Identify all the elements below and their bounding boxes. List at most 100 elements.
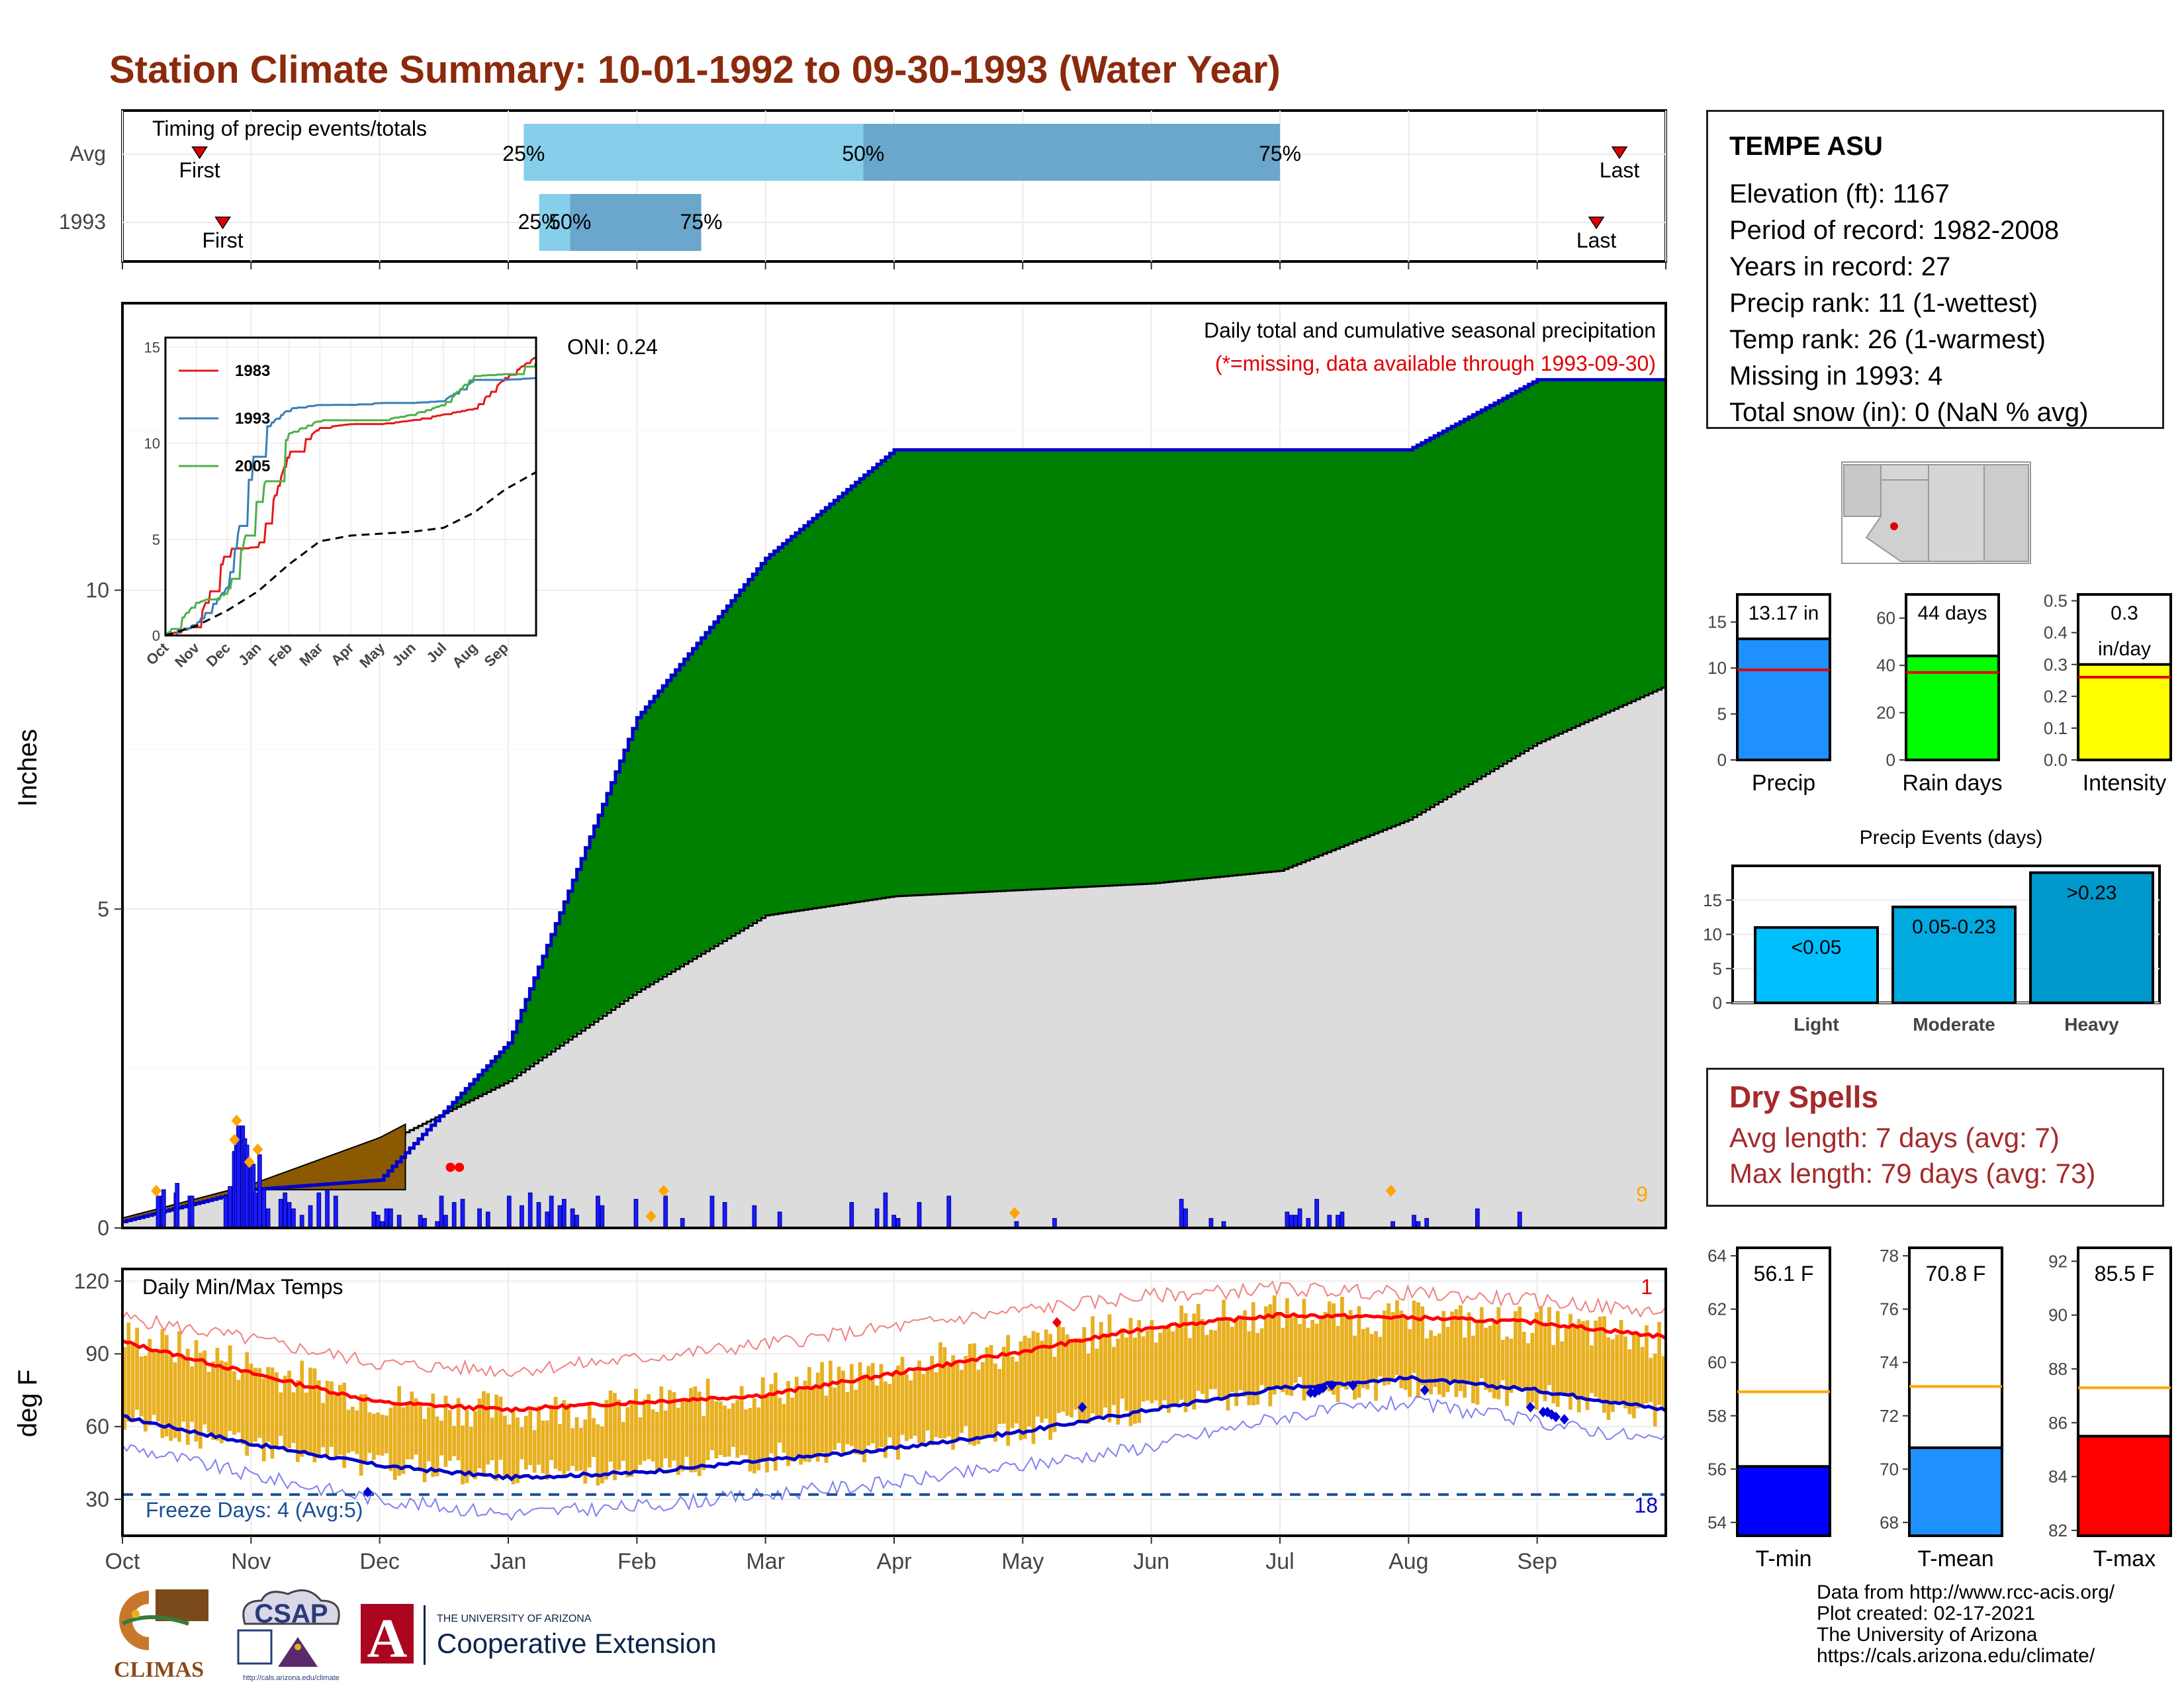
- daily-temp-range-bar: [828, 1360, 833, 1453]
- inset-legend-label: 2005: [235, 457, 270, 475]
- station-precip-rank: Precip rank: 11 (1-wettest): [1729, 289, 2038, 318]
- daily-precip-bar: [278, 1199, 283, 1229]
- summary-tick-label: 20: [1876, 703, 1895, 723]
- temp-xtick-label: Nov: [231, 1549, 271, 1574]
- oni-label: ONI: 0.24: [567, 335, 658, 359]
- station-name: TEMPE ASU: [1729, 132, 1883, 161]
- daily-precip-bar: [189, 1196, 195, 1229]
- daily-precip-bar: [527, 1192, 533, 1229]
- daily-temp-range-bar: [773, 1372, 778, 1471]
- daily-temp-range-bar: [1175, 1323, 1179, 1405]
- daily-temp-range-bar: [980, 1362, 985, 1438]
- daily-temp-range-bar: [1560, 1341, 1565, 1393]
- extreme-precip-marker: [658, 1184, 669, 1197]
- daily-temp-range-bar: [778, 1397, 782, 1443]
- timing-last-marker: [1611, 146, 1628, 160]
- daily-temp-range-bar: [325, 1380, 330, 1456]
- daily-temp-range-bar: [562, 1400, 567, 1476]
- temp-summary-tick-label: 74: [1880, 1352, 1899, 1372]
- daily-precip-bar: [265, 1208, 271, 1229]
- daily-temp-range-bar: [1154, 1342, 1158, 1401]
- daily-temp-range-bar: [811, 1385, 816, 1458]
- daily-temp-range-bar: [955, 1360, 960, 1442]
- missing-data-marker: [445, 1162, 455, 1172]
- daily-temp-range-bar: [1361, 1329, 1365, 1388]
- daily-temp-range-bar: [1023, 1335, 1027, 1439]
- daily-temp-range-bar: [833, 1387, 837, 1450]
- daily-temp-range-bar: [334, 1395, 338, 1460]
- daily-temp-range-bar: [1132, 1337, 1137, 1424]
- daily-temp-range-bar: [427, 1407, 431, 1462]
- daily-temp-range-bar: [1077, 1338, 1082, 1423]
- timing-bar-50-75: [863, 124, 1280, 181]
- daily-temp-range-bar: [346, 1409, 351, 1454]
- daily-temp-range-bar: [803, 1380, 807, 1462]
- daily-temp-range-bar: [1006, 1335, 1011, 1446]
- daily-temp-range-bar: [1188, 1338, 1192, 1406]
- daily-temp-range-bar: [1619, 1320, 1623, 1401]
- daily-temp-range-bar: [854, 1389, 858, 1454]
- temp-summary-tick-label: 58: [1707, 1406, 1727, 1426]
- daily-temp-range-bar: [621, 1421, 625, 1461]
- temp-summary-tick-label: 54: [1707, 1513, 1727, 1532]
- daily-temp-range-bar: [756, 1407, 761, 1471]
- daily-temp-range-bar: [870, 1363, 875, 1444]
- daily-precip-bar: [549, 1196, 554, 1229]
- cold-extreme-marker: [1559, 1414, 1569, 1425]
- daily-temp-range-bar: [490, 1417, 494, 1460]
- footer-credits: Data from http://www.rcc-acis.org/ Plot …: [1817, 1582, 2115, 1667]
- daily-precip-bar: [1052, 1218, 1057, 1229]
- daily-temp-range-bar: [1353, 1335, 1357, 1400]
- timing-bar-50-75: [570, 194, 702, 251]
- daily-temp-range-bar: [1585, 1320, 1590, 1411]
- daily-temp-range-bar: [477, 1398, 482, 1469]
- daily-temp-range-bar: [1217, 1317, 1222, 1401]
- daily-temp-range-bar: [1408, 1329, 1412, 1397]
- temp-xtick-label: Mar: [746, 1549, 785, 1574]
- daily-temp-range-bar: [1547, 1307, 1551, 1385]
- daily-precip-bar: [917, 1201, 922, 1229]
- temp-xtick-label: Aug: [1388, 1549, 1429, 1574]
- daily-temp-range-bar: [1526, 1343, 1530, 1406]
- temp-summary-tick-label: 78: [1880, 1246, 1899, 1266]
- daily-temp-range-bar: [1001, 1346, 1006, 1424]
- daily-temp-range-bar: [968, 1344, 972, 1444]
- daily-temp-range-bar: [1450, 1311, 1454, 1382]
- daily-temp-range-bar: [236, 1380, 241, 1433]
- daily-temp-range-bar: [465, 1409, 469, 1483]
- daily-temp-range-bar: [1631, 1333, 1636, 1419]
- daily-temp-range-bar: [516, 1417, 520, 1483]
- daily-precip-bar: [1314, 1199, 1319, 1229]
- temp-summary-value: 85.5 F: [2095, 1262, 2155, 1286]
- daily-precip-bar: [316, 1192, 322, 1229]
- daily-temp-range-bar: [1095, 1348, 1099, 1417]
- daily-temp-range-bar: [553, 1397, 558, 1469]
- daily-temp-range-bar: [651, 1409, 655, 1462]
- daily-temp-range-bar: [1484, 1327, 1488, 1390]
- daily-temp-range-bar: [1259, 1328, 1264, 1385]
- daily-precip-bar: [257, 1154, 262, 1229]
- daily-temp-range-bar: [723, 1405, 727, 1458]
- inset-line-1993: [165, 377, 537, 637]
- daily-precip-bar: [557, 1205, 563, 1229]
- daily-precip-bar: [388, 1208, 393, 1229]
- daily-temp-range-bar: [689, 1387, 693, 1473]
- station-snow: Total snow (in): 0 (NaN % avg): [1729, 398, 2089, 427]
- daily-precip-bar: [1306, 1218, 1311, 1229]
- daily-temp-range-bar: [676, 1407, 680, 1476]
- daily-temp-range-bar: [1196, 1303, 1201, 1391]
- daily-temp-range-bar: [744, 1409, 748, 1456]
- temp-summary-tick-label: 90: [2048, 1305, 2068, 1325]
- daily-temp-range-bar: [596, 1424, 600, 1486]
- daily-temp-range-bar: [997, 1369, 1002, 1425]
- daily-temp-range-bar: [655, 1411, 659, 1471]
- temp-ytick-label: 30: [85, 1487, 109, 1511]
- csap-logo: CSAP http://cals.arizona.edu/climate: [237, 1589, 340, 1682]
- daily-temp-range-bar: [1636, 1334, 1641, 1409]
- precip-annotation-title: Daily total and cumulative seasonal prec…: [1204, 318, 1656, 342]
- daily-temp-range-bar: [410, 1391, 414, 1460]
- daily-temp-range-bar: [1272, 1295, 1277, 1395]
- precip-ytick-label: 0: [97, 1216, 109, 1240]
- temp-xtick-label: Jun: [1133, 1549, 1169, 1574]
- daily-temp-range-bar: [275, 1372, 279, 1447]
